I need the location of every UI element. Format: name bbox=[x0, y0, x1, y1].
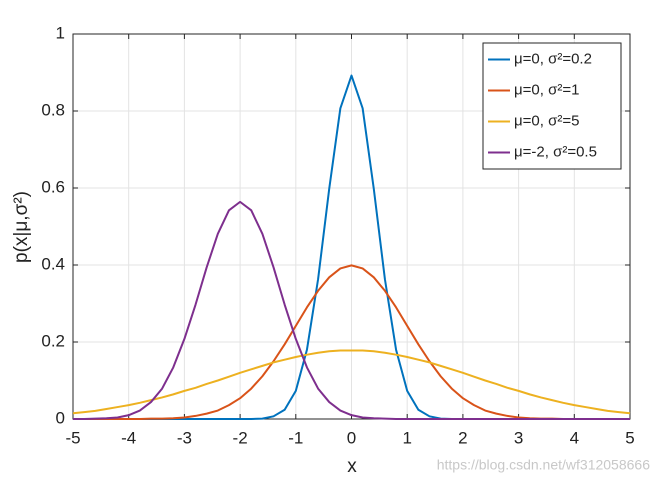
x-tick-label: 5 bbox=[625, 428, 634, 447]
x-tick-label: 1 bbox=[402, 428, 411, 447]
y-tick-label: 0 bbox=[56, 408, 65, 427]
y-tick-label: 0.4 bbox=[41, 254, 65, 273]
x-tick-label: -4 bbox=[121, 428, 136, 447]
x-tick-label: -2 bbox=[233, 428, 248, 447]
y-tick-label: 0.8 bbox=[41, 100, 65, 119]
x-tick-label: -5 bbox=[65, 428, 80, 447]
y-axis-label: p(x|μ,σ²) bbox=[11, 191, 32, 263]
x-tick-label: 2 bbox=[458, 428, 467, 447]
line-series bbox=[72, 349, 631, 415]
legend-label: μ=0, σ²=0.2 bbox=[514, 50, 592, 67]
line-series bbox=[73, 200, 630, 420]
legend-label: μ=0, σ²=1 bbox=[514, 81, 579, 98]
x-axis-label: x bbox=[347, 456, 357, 477]
watermark: https://blog.csdn.net/wf312058666 bbox=[437, 457, 650, 473]
y-tick-label: 0.6 bbox=[41, 177, 65, 196]
legend-box bbox=[482, 42, 622, 170]
x-tick-label: 3 bbox=[514, 428, 523, 447]
plot-frame bbox=[72, 33, 631, 420]
x-tick-label: 4 bbox=[570, 428, 579, 447]
legend-label: μ=-2, σ²=0.5 bbox=[514, 143, 597, 160]
y-tick-label: 1 bbox=[56, 23, 65, 42]
x-tick-label: -1 bbox=[288, 428, 303, 447]
x-tick-label: 0 bbox=[347, 428, 356, 447]
x-tick-label: -3 bbox=[177, 428, 192, 447]
legend-label: μ=0, σ²=5 bbox=[514, 112, 579, 129]
y-tick-label: 0.2 bbox=[41, 331, 65, 350]
